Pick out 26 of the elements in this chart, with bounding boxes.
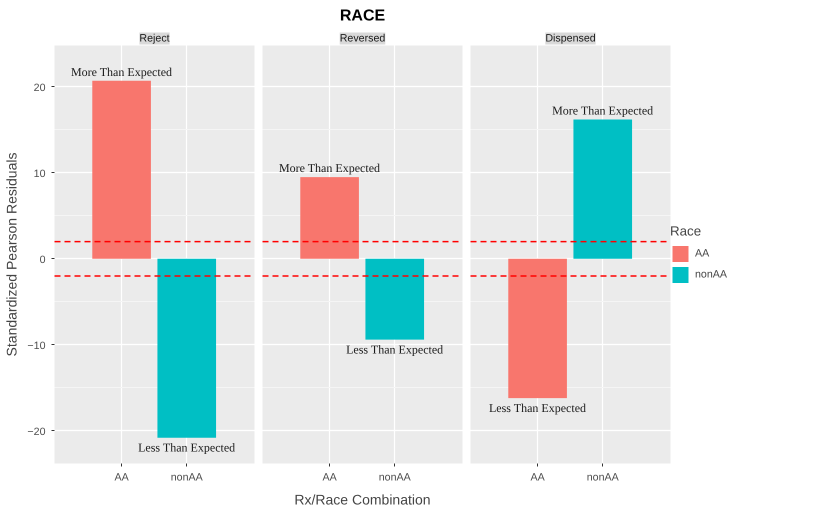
legend-label: AA xyxy=(695,246,710,262)
y-tick-label: 0 xyxy=(40,254,46,266)
annotation: More Than Expected xyxy=(278,161,380,176)
y-tick-label: 10 xyxy=(34,168,46,180)
chart-subtitle: Dispensed xyxy=(545,32,596,44)
annotation: Less Than Expected xyxy=(488,401,586,416)
annotation: Less Than Expected xyxy=(346,342,444,357)
x-tick-label: AA xyxy=(322,472,338,484)
legend-label: nonAA xyxy=(695,268,728,282)
x-tick-label: AA xyxy=(114,472,130,484)
y-tick-label: −20 xyxy=(27,426,46,438)
chart-title: RACE xyxy=(340,8,386,24)
annotation: Less Than Expected xyxy=(138,440,236,455)
chart-subtitle: Reversed xyxy=(340,32,386,44)
x-tick-label: nonAA xyxy=(378,472,412,484)
annotation: More Than Expected xyxy=(552,103,654,118)
x-axis-title: Rx/Race Combination xyxy=(294,492,431,508)
annotation: More Than Expected xyxy=(70,64,172,79)
x-tick-label: nonAA xyxy=(170,472,204,484)
x-tick-label: AA xyxy=(530,472,546,484)
y-axis-title: Standardized Pearson Residuals xyxy=(3,152,20,356)
y-tick-label: −10 xyxy=(27,340,46,352)
x-tick-label: nonAA xyxy=(586,472,620,484)
y-tick-label: 20 xyxy=(34,82,46,94)
legend-title: Race xyxy=(670,224,702,238)
chart-subtitle: Reject xyxy=(139,32,170,44)
